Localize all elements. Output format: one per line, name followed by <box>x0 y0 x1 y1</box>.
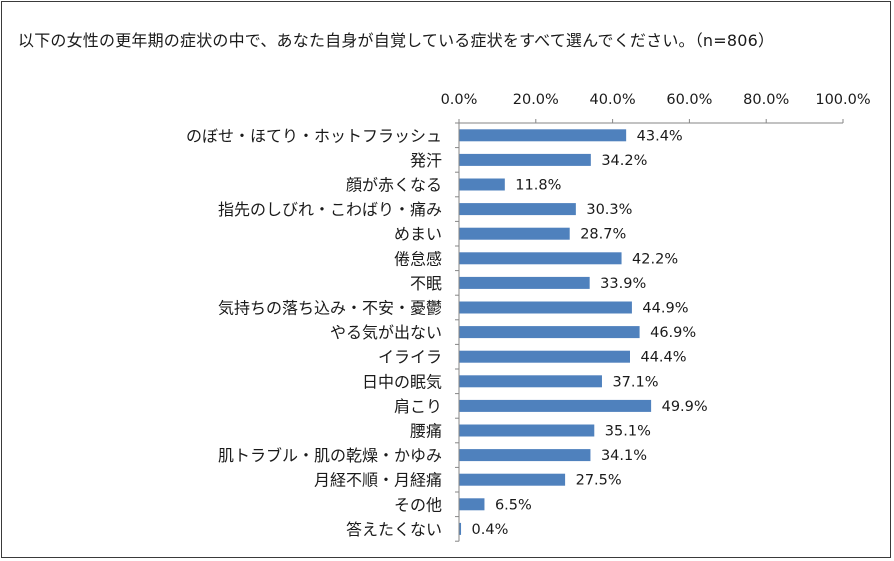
x-tick-label: 100.0% <box>815 92 870 108</box>
bars <box>459 129 652 535</box>
category-label: 発汗 <box>410 151 442 170</box>
value-label: 0.4% <box>472 522 509 538</box>
value-label: 35.1% <box>605 424 651 440</box>
bar <box>459 227 570 240</box>
value-label: 6.5% <box>495 497 532 513</box>
value-label: 33.9% <box>600 276 646 292</box>
bar <box>459 375 602 388</box>
category-label: 顔が赤くなる <box>346 176 442 195</box>
x-axis-ticks: 0.0% 20.0% 40.0% 60.0% 80.0% 100.0% <box>441 92 871 108</box>
category-label: 肩こり <box>394 397 442 416</box>
category-label: 指先のしびれ・こわばり・痛み <box>218 200 442 219</box>
bar <box>459 424 595 437</box>
axes <box>455 119 844 542</box>
bar <box>459 449 591 462</box>
category-label: 日中の眠気 <box>362 372 442 391</box>
bar <box>459 129 627 142</box>
x-tick-label: 60.0% <box>666 92 712 108</box>
bar <box>459 153 591 166</box>
value-label: 42.2% <box>632 251 678 267</box>
category-label: 倦怠感 <box>394 249 442 268</box>
value-label: 34.1% <box>601 448 647 464</box>
category-labels: のぼせ・ほてり・ホットフラッシュ発汗顔が赤くなる指先のしびれ・こわばり・痛みめま… <box>186 126 442 539</box>
value-labels: 43.4% 34.2% 11.8% 30.3% 28.7% 42.2% 33.9% 44.9%… <box>472 128 708 538</box>
bar <box>459 276 590 289</box>
value-label: 43.4% <box>637 128 683 144</box>
category-label: イライラ <box>378 348 442 367</box>
category-label: 不眠 <box>410 274 442 293</box>
value-label: 30.3% <box>586 202 632 218</box>
bar <box>459 203 576 216</box>
category-label: めまい <box>394 225 442 244</box>
value-label: 37.1% <box>612 374 658 390</box>
x-tick-label: 20.0% <box>513 92 559 108</box>
bar <box>459 350 630 363</box>
bar <box>459 178 505 191</box>
value-label: 27.5% <box>576 473 622 489</box>
value-label: 46.9% <box>650 325 696 341</box>
value-label: 34.2% <box>601 153 647 169</box>
value-label: 11.8% <box>515 178 561 194</box>
bar <box>459 522 462 535</box>
x-tick-label: 80.0% <box>743 92 789 108</box>
value-label: 28.7% <box>580 227 626 243</box>
category-label: 肌トラブル・肌の乾燥・かゆみ <box>218 446 442 465</box>
x-tick-label: 40.0% <box>590 92 636 108</box>
category-label: やる気が出ない <box>330 323 442 342</box>
bar <box>459 301 632 314</box>
value-label: 44.4% <box>640 350 686 366</box>
category-label: 腰痛 <box>410 422 442 441</box>
bar <box>459 326 640 339</box>
bar <box>459 399 652 412</box>
category-label: 月経不順・月経痛 <box>314 471 442 490</box>
category-label: 気持ちの落ち込み・不安・憂鬱 <box>218 299 442 318</box>
category-label: のぼせ・ほてり・ホットフラッシュ <box>186 126 442 145</box>
chart-title: 以下の女性の更年期の症状の中で、あなた自身が自覚している症状をすべて選んでくださ… <box>18 31 775 50</box>
bar <box>459 252 622 265</box>
bar <box>459 498 485 511</box>
value-label: 49.9% <box>662 399 708 415</box>
value-label: 44.9% <box>642 301 688 317</box>
x-tick-label: 0.0% <box>441 92 478 108</box>
bar <box>459 473 566 486</box>
category-label: 答えたくない <box>346 520 442 539</box>
category-label: その他 <box>394 495 442 514</box>
